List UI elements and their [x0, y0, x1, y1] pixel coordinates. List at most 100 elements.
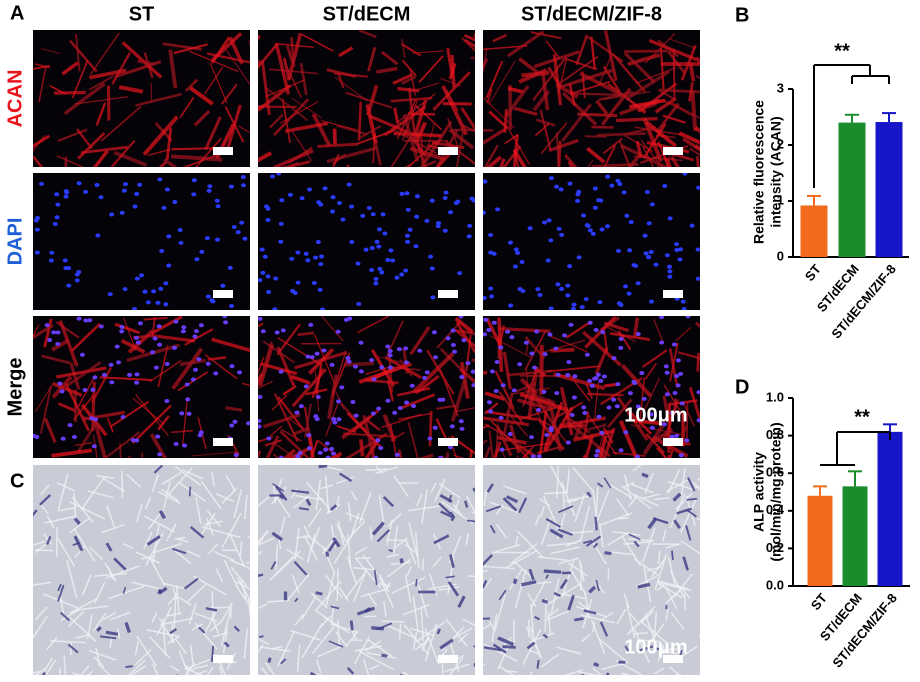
fiber [353, 636, 370, 665]
stain [439, 493, 453, 504]
nucleus [373, 455, 379, 458]
nucleus [435, 224, 441, 229]
nucleus [679, 401, 685, 406]
nucleus [489, 294, 495, 299]
fiber [210, 471, 216, 487]
fiber [591, 540, 607, 565]
fiber [135, 92, 182, 107]
fiber [185, 78, 199, 92]
fiber [667, 480, 694, 491]
nucleus [343, 317, 349, 322]
fiber [374, 141, 382, 166]
fiber [33, 540, 45, 546]
fiber [628, 98, 666, 109]
nucleus [329, 446, 335, 451]
stain [325, 551, 330, 557]
nucleus [646, 254, 652, 259]
stain [122, 586, 127, 594]
nucleus [678, 453, 684, 458]
fiber [445, 452, 450, 458]
nucleus [565, 440, 571, 445]
stain [223, 641, 230, 648]
fiber [637, 639, 661, 643]
fiber [365, 468, 387, 472]
fiber [438, 482, 461, 499]
fiber [86, 614, 93, 640]
fiber [294, 528, 300, 560]
nucleus [350, 400, 356, 405]
fiber [324, 574, 344, 599]
nucleus [595, 448, 601, 453]
fiber [559, 416, 606, 428]
nucleus [134, 276, 140, 281]
nucleus [180, 329, 186, 334]
fiber [662, 529, 667, 542]
nucleus [232, 419, 238, 424]
y-axis-label: (mol/min/mg protein) [768, 422, 784, 561]
panel-label: D [735, 376, 749, 398]
scale-bar [213, 290, 233, 298]
fiber [513, 560, 532, 578]
fiber [669, 493, 686, 529]
nucleus [529, 435, 535, 440]
fiber [157, 334, 196, 343]
fiber [667, 556, 677, 588]
nucleus [547, 332, 553, 337]
fiber [570, 92, 622, 97]
nucleus [593, 376, 599, 381]
nucleus [163, 281, 169, 286]
fiber [71, 496, 94, 523]
fiber [434, 478, 446, 503]
nucleus [394, 452, 400, 457]
fiber [494, 441, 502, 458]
nucleus [145, 300, 151, 305]
stain [309, 671, 318, 675]
nucleus [565, 373, 571, 378]
fiber [483, 45, 528, 51]
nucleus [331, 416, 337, 421]
nucleus [424, 370, 430, 375]
fiber [211, 616, 220, 634]
fiber [258, 380, 273, 389]
nucleus [461, 338, 467, 343]
fiber [332, 153, 340, 167]
fiber [484, 391, 506, 401]
nucleus [39, 181, 45, 186]
fiber [258, 360, 260, 363]
nucleus [493, 388, 499, 393]
fiber [633, 493, 659, 507]
fiber [694, 485, 700, 490]
nucleus [405, 207, 411, 212]
fiber [421, 489, 428, 524]
fiber [415, 374, 440, 395]
fiber [241, 382, 250, 387]
panel-label: A [10, 2, 24, 24]
stain [46, 536, 52, 545]
nucleus [664, 392, 670, 397]
fiber [291, 574, 300, 594]
fiber [550, 546, 580, 555]
fiber [265, 79, 306, 98]
fiber [282, 448, 297, 458]
fiber [152, 663, 159, 675]
fiber [131, 404, 172, 444]
fiber [483, 424, 490, 429]
fiber [665, 608, 669, 621]
fiber [222, 45, 250, 86]
stain [583, 539, 593, 545]
nucleus [278, 239, 284, 244]
fiber [364, 640, 382, 652]
fiber [658, 88, 700, 94]
fiber [646, 623, 665, 647]
fiber [248, 40, 250, 48]
nucleus [295, 454, 301, 458]
fiber [565, 539, 582, 547]
stain [305, 498, 312, 507]
fiber [149, 557, 166, 586]
fiber [616, 396, 649, 441]
nucleus [649, 202, 655, 207]
fiber [694, 144, 700, 151]
nucleus [35, 216, 41, 221]
fiber [504, 134, 519, 145]
stain [59, 611, 70, 622]
